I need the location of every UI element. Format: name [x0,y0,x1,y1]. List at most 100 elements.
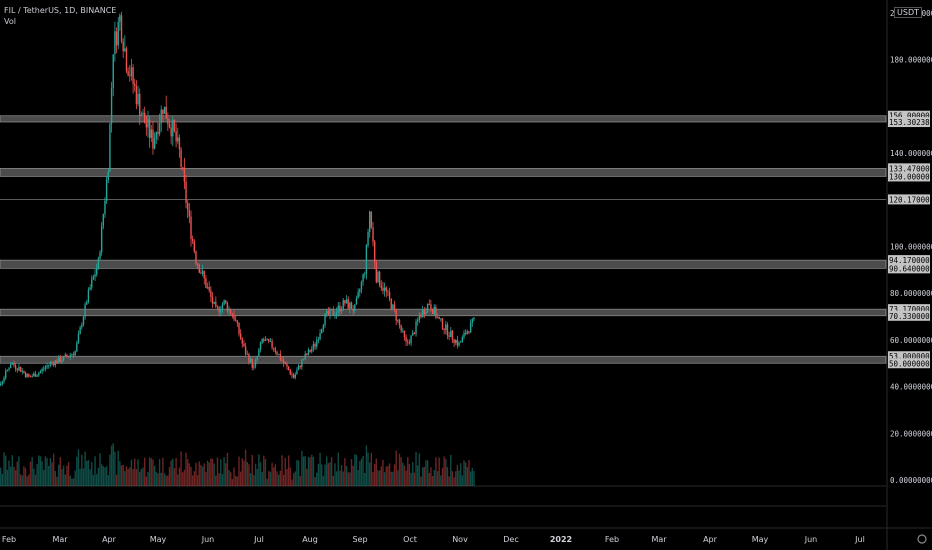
candle-body [269,341,272,342]
candle-body [278,354,280,355]
candle-body [347,299,349,309]
candle-body [438,316,440,319]
candle-body [211,297,214,304]
volume-bar [160,472,162,486]
candle-body [244,346,247,355]
volume-bar [397,470,399,486]
candle-body [426,303,429,312]
volume-bar [453,477,455,486]
candle-body [349,302,351,309]
candle-body [400,325,402,331]
volume-bar [162,457,164,486]
volume-bar [296,460,298,486]
price-tick-label: 60.00000000 [890,336,932,345]
candle-body [408,342,411,344]
volume-bar [92,474,95,486]
candle-body [203,271,205,279]
candle-body [402,330,404,332]
candle-body [307,349,310,355]
volume-bar [392,471,394,486]
candle-body [345,299,348,304]
volume-bar [316,472,318,486]
candle-body [291,374,293,376]
candle-body [239,333,242,340]
candle-body [390,298,392,310]
volume-bar [76,456,78,486]
volume-bar [335,471,338,486]
candle-body [105,179,108,201]
volume-bar [412,462,414,486]
volume-bar [77,449,80,486]
volume-bar [438,457,440,486]
volume-bar [446,466,449,486]
volume-bar [206,460,209,486]
volume-bar [286,468,288,486]
candle-body [393,304,396,310]
candle-body [352,309,354,311]
volume-bar [183,469,186,486]
time-tick-label: Jul [253,535,264,544]
volume-bar [340,465,343,486]
candle-body [321,329,323,334]
volume-bar [282,474,285,486]
candle-body [461,337,464,342]
candle-body [102,214,105,227]
volume-bar [468,460,470,486]
candle-body [448,335,450,337]
support-resistance-zone [0,308,887,317]
candle-body [385,287,387,292]
candle-body [82,316,85,326]
candle-body [162,109,164,114]
price-level-label: 73.17000000 [889,305,932,314]
candle-body [99,252,101,259]
candle-body [89,287,91,290]
volume-bar [216,457,219,486]
volume-bar [440,475,442,486]
candle-body [95,268,98,275]
candle-body [453,339,455,343]
volume-bar [458,470,460,486]
price-tick-label: 0.00000000 [890,476,932,485]
volume-bar [150,458,152,486]
currency-button[interactable]: USDT [894,7,922,18]
candle-body [201,271,204,274]
settings-gear-icon[interactable] [917,534,927,544]
volume-bar [140,468,143,486]
volume-bar [82,468,85,486]
candle-body [365,245,368,274]
volume-bar [115,474,118,486]
price-level-box [888,255,930,266]
candle-body [441,318,444,330]
volume-bar [153,465,156,486]
candle-body [258,349,260,357]
candle-body [468,331,470,333]
candle-body [243,343,245,347]
candle-body [198,264,200,273]
volume-bar [347,472,349,486]
volume-bar [109,454,111,486]
candle-body [119,15,121,22]
candle-body [388,292,391,299]
volume-bar [352,465,354,486]
volume-bar [208,462,210,486]
volume-bar [233,467,235,486]
candle-body [218,307,220,313]
candle-body [100,226,103,253]
volume-bar [241,458,243,486]
candle-body [134,83,136,87]
candle-body [137,93,139,105]
candle-body [259,342,262,350]
volume-bar [120,465,123,486]
volume-bar [311,454,313,486]
candle-body [115,31,118,46]
price-level-box [888,194,930,205]
volume-bar [355,454,358,486]
candle-body [440,318,442,320]
volume-bar [330,457,333,486]
candle-body [120,15,123,42]
volume-bar [110,445,113,486]
volume-bar [148,457,151,486]
candle-body [28,373,30,377]
